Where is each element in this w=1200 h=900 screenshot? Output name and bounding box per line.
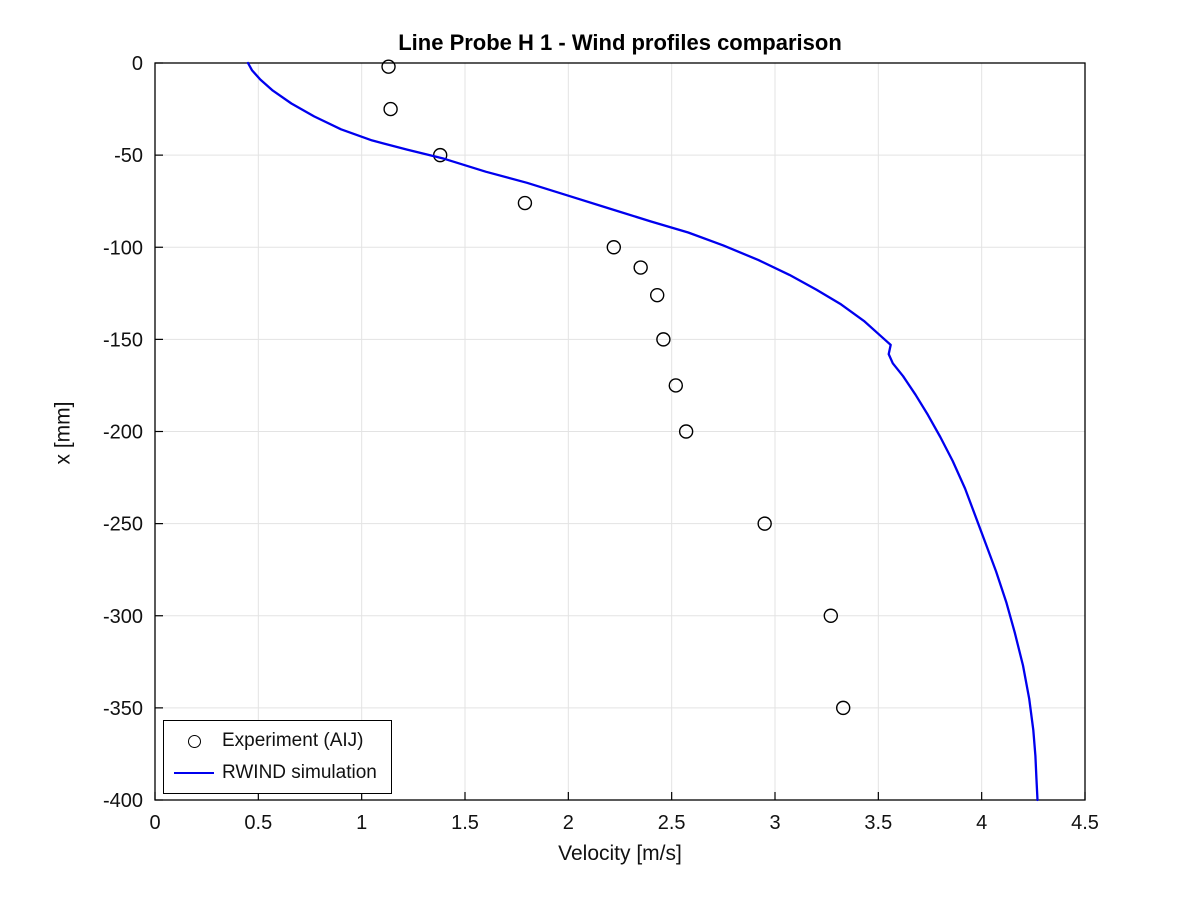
x-tick-label: 0 — [149, 812, 160, 834]
legend-item-experiment: Experiment (AIJ) — [174, 727, 377, 755]
experiment-point — [606, 240, 621, 255]
x-tick-label: 2 — [563, 812, 574, 834]
legend-label-simulation: RWIND simulation — [222, 762, 377, 783]
experiment-point — [757, 516, 772, 531]
simulation-line-icon — [174, 772, 214, 774]
experiment-point — [823, 608, 838, 623]
experiment-marker-icon — [174, 734, 214, 748]
chart-title: Line Probe H 1 - Wind profiles compariso… — [398, 30, 842, 55]
experiment-point — [836, 700, 851, 716]
y-tick-label: -300 — [103, 606, 143, 628]
y-tick-label: -150 — [103, 329, 143, 351]
y-tick-label: -50 — [114, 145, 143, 167]
x-tick-label: 1.5 — [451, 812, 479, 834]
experiment-point — [678, 424, 694, 439]
experiment-point — [517, 195, 533, 211]
experiment-point — [668, 378, 683, 393]
x-tick-label: 4 — [976, 812, 987, 834]
y-tick-label: 0 — [132, 53, 143, 75]
x-tick-label: 0.5 — [244, 812, 272, 834]
y-tick-label: -350 — [103, 698, 143, 720]
y-tick-label: -400 — [103, 790, 143, 812]
y-tick-label: -250 — [103, 514, 143, 536]
y-tick-label: -200 — [103, 422, 143, 444]
experiment-point — [650, 287, 665, 303]
x-tick-label: 3 — [769, 812, 780, 834]
experiment-point — [656, 332, 671, 347]
y-tick-label: -100 — [103, 237, 143, 259]
x-tick-label: 4.5 — [1071, 812, 1099, 834]
experiment-point — [633, 260, 648, 275]
x-tick-label: 2.5 — [658, 812, 686, 834]
x-tick-label: 3.5 — [864, 812, 892, 834]
x-axis-label: Velocity [m/s] — [558, 842, 682, 865]
legend: Experiment (AIJ) RWIND simulation — [163, 720, 392, 794]
simulation-line — [246, 61, 1039, 802]
x-tick-label: 1 — [356, 812, 367, 834]
experiment-point — [383, 101, 398, 117]
experiment-point — [381, 59, 396, 74]
legend-item-simulation: RWIND simulation — [174, 759, 377, 787]
legend-label-experiment: Experiment (AIJ) — [222, 730, 364, 751]
y-axis-label: x [mm] — [51, 401, 75, 465]
